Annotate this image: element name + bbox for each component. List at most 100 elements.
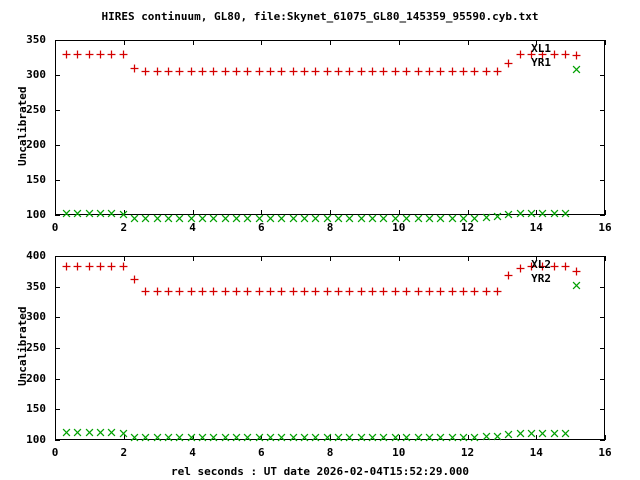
- y-tick-mark: [55, 317, 60, 319]
- y-tick-mark: [55, 440, 60, 441]
- x-tick-label: 16: [598, 221, 612, 234]
- legend-marker-xl1: [572, 45, 581, 59]
- y-tick-mark: [55, 256, 60, 257]
- y-tick-label: 300: [26, 310, 46, 324]
- x-tick-mark: [536, 256, 538, 261]
- x-tick-mark: [261, 40, 263, 45]
- x-tick-mark: [330, 435, 331, 440]
- y-tick-mark: [600, 180, 605, 181]
- x-tick-mark: [55, 40, 56, 45]
- y-tick-label: 250: [26, 341, 46, 354]
- y-tick-mark: [55, 40, 60, 41]
- x-tick-mark: [330, 40, 331, 45]
- legend-label-xl1: XL1: [531, 42, 551, 55]
- y-tick-mark: [600, 110, 605, 111]
- y-axis-title: Uncalibrated: [16, 86, 29, 166]
- y-tick-label: 400: [26, 249, 46, 262]
- x-tick-label: 8: [326, 221, 334, 234]
- x-tick-mark: [467, 435, 469, 440]
- x-tick-label: 14: [529, 221, 543, 234]
- x-tick-mark: [536, 435, 538, 440]
- x-tick-mark: [261, 256, 263, 261]
- y-tick-label: 150: [26, 402, 46, 416]
- y-tick-mark: [55, 180, 60, 181]
- x-tick-label: 12: [460, 221, 475, 234]
- y-tick-mark: [600, 317, 605, 319]
- x-tick-label: 4: [189, 221, 196, 234]
- y-tick-mark: [600, 40, 605, 41]
- x-tick-mark: [467, 40, 469, 45]
- x-tick-label: 10: [392, 221, 406, 234]
- y-tick-mark: [600, 145, 605, 146]
- x-tick-label: 2: [120, 446, 128, 459]
- y-tick-label: 350: [26, 33, 46, 46]
- x-axis-title: rel seconds : UT date 2026-02-04T15:52:2…: [170, 465, 469, 478]
- y-tick-mark: [600, 215, 605, 216]
- x-tick-mark: [398, 435, 400, 440]
- x-tick-mark: [55, 256, 56, 261]
- y-tick-mark: [600, 286, 605, 288]
- x-tick-mark: [55, 210, 56, 215]
- y-tick-label: 200: [26, 138, 46, 151]
- x-tick-label: 0: [51, 446, 59, 459]
- x-tick-mark: [605, 435, 606, 440]
- y-tick-label: 300: [26, 68, 46, 81]
- legend-label-xl2: XL2: [531, 258, 551, 271]
- x-tick-label: 12: [460, 446, 475, 459]
- legend-marker-yr1: [572, 59, 581, 73]
- x-tick-mark: [536, 40, 538, 45]
- x-tick-mark: [123, 435, 125, 440]
- x-tick-label: 16: [598, 446, 612, 459]
- x-tick-mark: [192, 435, 194, 440]
- x-tick-mark: [330, 256, 331, 261]
- y-tick-mark: [55, 286, 60, 288]
- y-tick-label: 350: [26, 279, 46, 293]
- plot-frame-top: [55, 40, 605, 215]
- y-axis-title: Uncalibrated: [16, 306, 29, 386]
- x-tick-mark: [123, 210, 125, 215]
- x-tick-label: 6: [257, 446, 265, 459]
- y-tick-label: 150: [26, 173, 46, 186]
- x-tick-label: 2: [120, 221, 128, 234]
- page-title: HIRES continuum, GL80, file:Skynet_61075…: [101, 10, 539, 23]
- x-tick-mark: [536, 210, 538, 215]
- y-tick-mark: [55, 145, 60, 146]
- legend-marker-yr2: [572, 275, 581, 289]
- x-tick-mark: [467, 256, 469, 261]
- x-tick-mark: [261, 210, 263, 215]
- x-tick-label: 4: [189, 446, 196, 459]
- x-tick-label: 10: [392, 446, 406, 459]
- x-tick-mark: [261, 435, 263, 440]
- x-tick-mark: [398, 210, 400, 215]
- x-tick-mark: [123, 40, 125, 45]
- y-tick-label: 250: [26, 103, 46, 116]
- y-tick-mark: [600, 348, 605, 349]
- x-tick-label: 6: [257, 221, 265, 234]
- legend-label-yr2: YR2: [531, 272, 551, 285]
- x-tick-mark: [398, 256, 400, 261]
- x-tick-mark: [192, 210, 194, 215]
- x-tick-mark: [192, 40, 194, 45]
- y-tick-mark: [55, 75, 60, 76]
- x-tick-mark: [398, 40, 400, 45]
- y-tick-mark: [600, 256, 605, 257]
- x-tick-mark: [605, 40, 606, 45]
- y-tick-label: 200: [26, 371, 46, 385]
- y-tick-mark: [600, 75, 605, 76]
- x-tick-mark: [467, 210, 469, 215]
- legend-marker-xl2: [572, 261, 581, 275]
- y-tick-mark: [55, 409, 60, 411]
- y-tick-mark: [55, 348, 60, 349]
- x-tick-mark: [605, 210, 606, 215]
- y-tick-mark: [55, 215, 60, 216]
- legend-label-yr1: YR1: [531, 56, 551, 69]
- x-tick-mark: [123, 256, 125, 261]
- x-tick-label: 14: [529, 446, 543, 459]
- x-tick-mark: [55, 435, 56, 440]
- x-tick-mark: [330, 210, 331, 215]
- y-tick-mark: [600, 409, 605, 411]
- y-tick-mark: [600, 378, 605, 380]
- y-tick-mark: [55, 110, 60, 111]
- x-tick-label: 0: [51, 221, 59, 234]
